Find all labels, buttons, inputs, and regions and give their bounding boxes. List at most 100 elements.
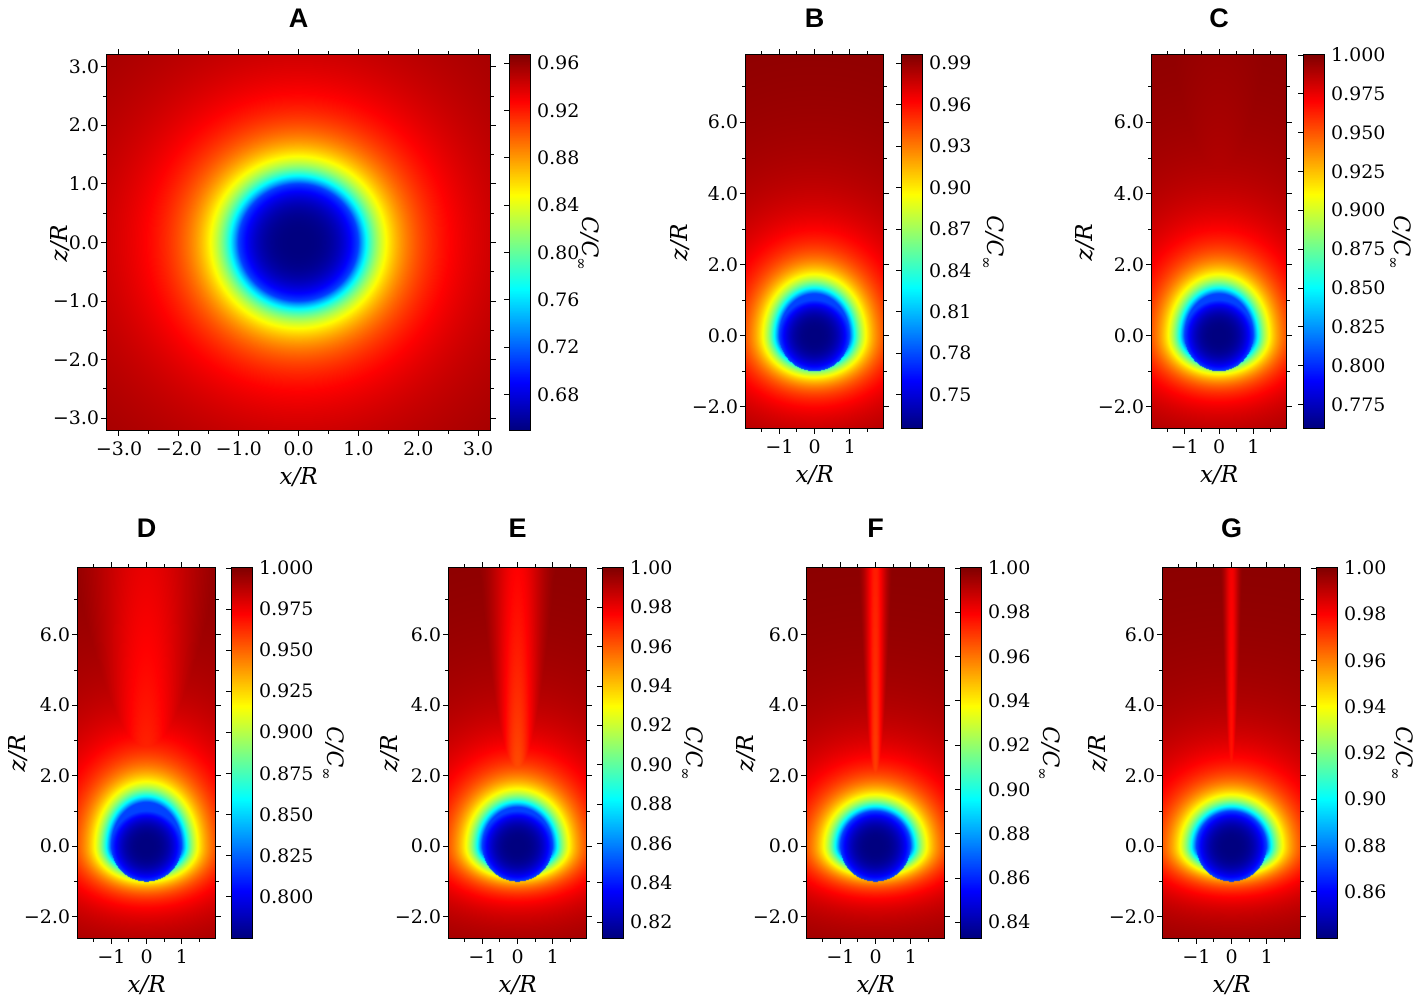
y-tick	[884, 86, 887, 88]
y-tick-label: 6.0	[707, 111, 738, 134]
x-tick	[1270, 429, 1272, 432]
y-tick	[801, 845, 806, 847]
colorbar-tick	[597, 567, 602, 569]
y-tick	[587, 775, 592, 777]
y-tick	[445, 599, 448, 601]
colorbar-tick-label: 0.800	[259, 885, 314, 908]
y-tick	[801, 704, 806, 706]
y-tick	[101, 417, 106, 419]
colorbar	[901, 54, 923, 429]
panel-title: A	[288, 3, 309, 33]
y-tick	[1301, 810, 1304, 812]
y-tick	[74, 669, 77, 671]
y-tick	[1157, 775, 1162, 777]
y-tick-label: 0.0	[1113, 324, 1144, 347]
colorbar-tick	[1311, 891, 1316, 893]
colorbar-tick-label: 0.850	[1331, 277, 1386, 300]
y-tick	[101, 242, 106, 243]
y-tick	[1301, 881, 1304, 883]
y-tick	[443, 704, 448, 706]
x-tick	[1231, 939, 1232, 944]
colorbar-tick	[1298, 54, 1303, 56]
colorbar-tick	[896, 352, 901, 354]
colorbar	[231, 567, 253, 939]
panel-title: C	[1209, 3, 1229, 33]
y-tick	[801, 634, 806, 636]
x-tick-label: −3.0	[95, 438, 143, 460]
x-tick	[181, 939, 183, 944]
colorbar-canvas	[603, 568, 623, 938]
colorbar-tick-label: 0.92	[988, 734, 1031, 757]
x-tick	[839, 939, 841, 944]
y-tick	[1287, 406, 1292, 408]
y-tick	[491, 212, 494, 214]
colorbar-tick	[1311, 567, 1316, 569]
y-tick	[884, 299, 887, 301]
x-tick	[517, 939, 518, 944]
x-tick	[910, 939, 912, 944]
colorbar-tick	[597, 764, 602, 766]
colorbar-tick	[955, 877, 960, 879]
x-tick	[857, 564, 859, 567]
y-tick	[1301, 599, 1304, 601]
colorbar-tick-label: 0.72	[537, 336, 580, 359]
x-tick	[1184, 49, 1186, 54]
y-tick	[491, 242, 496, 243]
infinity-subscript: ∞	[676, 767, 695, 780]
colorbar	[1303, 54, 1325, 429]
x-tick	[1252, 49, 1254, 54]
y-tick	[742, 299, 745, 301]
x-tick	[447, 51, 449, 54]
x-axis-label: x/R	[279, 464, 318, 490]
colorbar-tick	[226, 731, 231, 733]
y-tick	[1148, 228, 1151, 230]
colorbar-tick-label: 0.92	[630, 714, 673, 737]
y-tick	[491, 183, 496, 185]
colorbar	[1316, 567, 1338, 939]
heatmap-canvas	[807, 568, 944, 938]
colorbar-tick-label: 0.88	[1344, 834, 1387, 857]
y-axis-label: z/R	[733, 734, 759, 772]
x-tick	[1178, 564, 1180, 567]
x-tick	[146, 939, 147, 944]
colorbar-tick	[597, 843, 602, 845]
x-tick	[198, 939, 200, 942]
x-tick	[534, 939, 536, 942]
colorbar-axis-label: C/C∞	[1387, 693, 1417, 813]
y-tick	[491, 417, 496, 419]
x-tick	[118, 431, 120, 436]
x-tick-label: −1	[468, 946, 497, 968]
x-tick	[866, 51, 868, 54]
y-tick	[491, 271, 494, 273]
y-tick	[101, 300, 106, 302]
x-tick	[1235, 51, 1237, 54]
colorbar-tick-label: 0.90	[988, 778, 1031, 801]
y-tick	[587, 881, 590, 883]
y-tick	[103, 154, 106, 156]
y-tick	[443, 634, 448, 636]
y-tick	[884, 121, 889, 123]
y-tick	[216, 810, 219, 812]
y-tick-label: 0.0	[1124, 835, 1155, 858]
y-axis-label: z/R	[47, 223, 73, 262]
y-tick-label: 4.0	[410, 694, 441, 717]
y-tick	[742, 228, 745, 230]
y-tick	[216, 845, 221, 847]
y-tick	[587, 916, 592, 918]
x-tick	[761, 429, 763, 432]
y-tick-label: −2.0	[1097, 395, 1144, 418]
x-tick-label: 0	[869, 946, 882, 968]
colorbar-tick-label: 0.81	[929, 300, 972, 323]
y-tick	[491, 66, 496, 68]
colorbar-tick	[896, 187, 901, 189]
y-tick	[216, 669, 219, 671]
colorbar-axis-label-main: C/C	[321, 726, 346, 768]
y-tick-label: 6.0	[768, 623, 799, 646]
colorbar-tick	[504, 204, 509, 206]
y-tick	[491, 388, 494, 390]
x-tick	[110, 562, 112, 567]
y-tick	[216, 775, 221, 777]
x-tick	[1248, 564, 1250, 567]
colorbar-tick-label: 0.94	[1344, 695, 1387, 718]
x-tick-label: 0	[1212, 436, 1226, 458]
